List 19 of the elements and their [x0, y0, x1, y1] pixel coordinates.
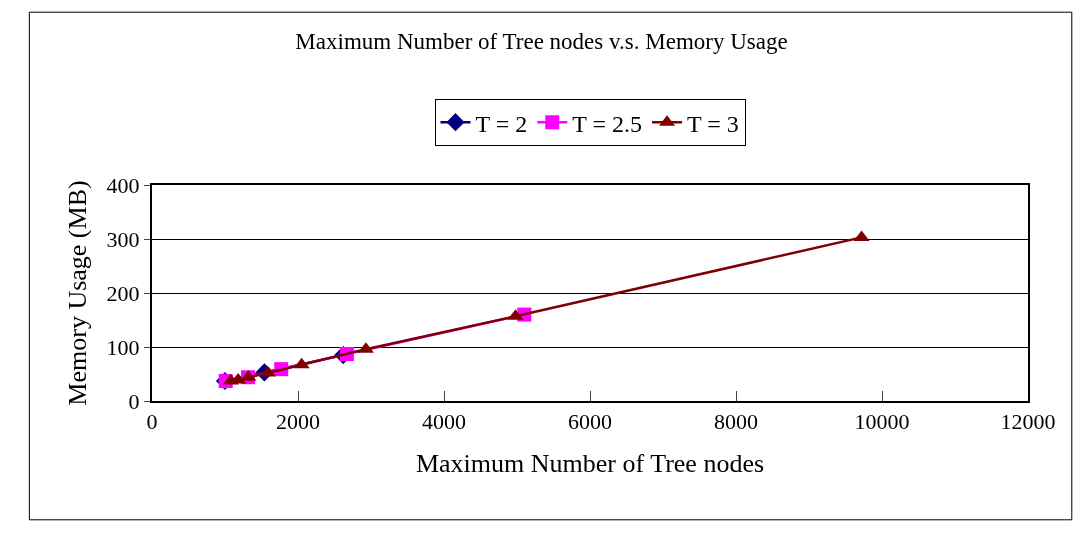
chart-title: Maximum Number of Tree nodes v.s. Memory Usage — [295, 28, 788, 54]
x-tick-label: 2000 — [276, 409, 320, 435]
y-tick-label: 300 — [106, 226, 140, 252]
y-tick-label: 200 — [106, 280, 140, 306]
legend-label: T = 2 — [475, 110, 528, 137]
x-tick-label: 4000 — [422, 409, 466, 435]
x-tick-label: 0 — [146, 409, 158, 435]
x-tick-label: 8000 — [714, 409, 758, 435]
x-tick-label: 10000 — [854, 409, 910, 435]
y-tick-label: 400 — [106, 172, 140, 198]
x-tick-label: 12000 — [1000, 409, 1056, 435]
legend-label: T = 2.5 — [572, 110, 643, 137]
y-tick-label: 0 — [128, 388, 140, 414]
point — [293, 357, 310, 369]
x-tick-label: 6000 — [568, 409, 612, 435]
legend-label: T = 3 — [687, 110, 739, 137]
x-axis-title: Maximum Number of Tree nodes — [415, 448, 765, 478]
y-axis-title: Memory Usage (MB) — [63, 180, 93, 406]
y-tick-label: 100 — [106, 334, 140, 360]
